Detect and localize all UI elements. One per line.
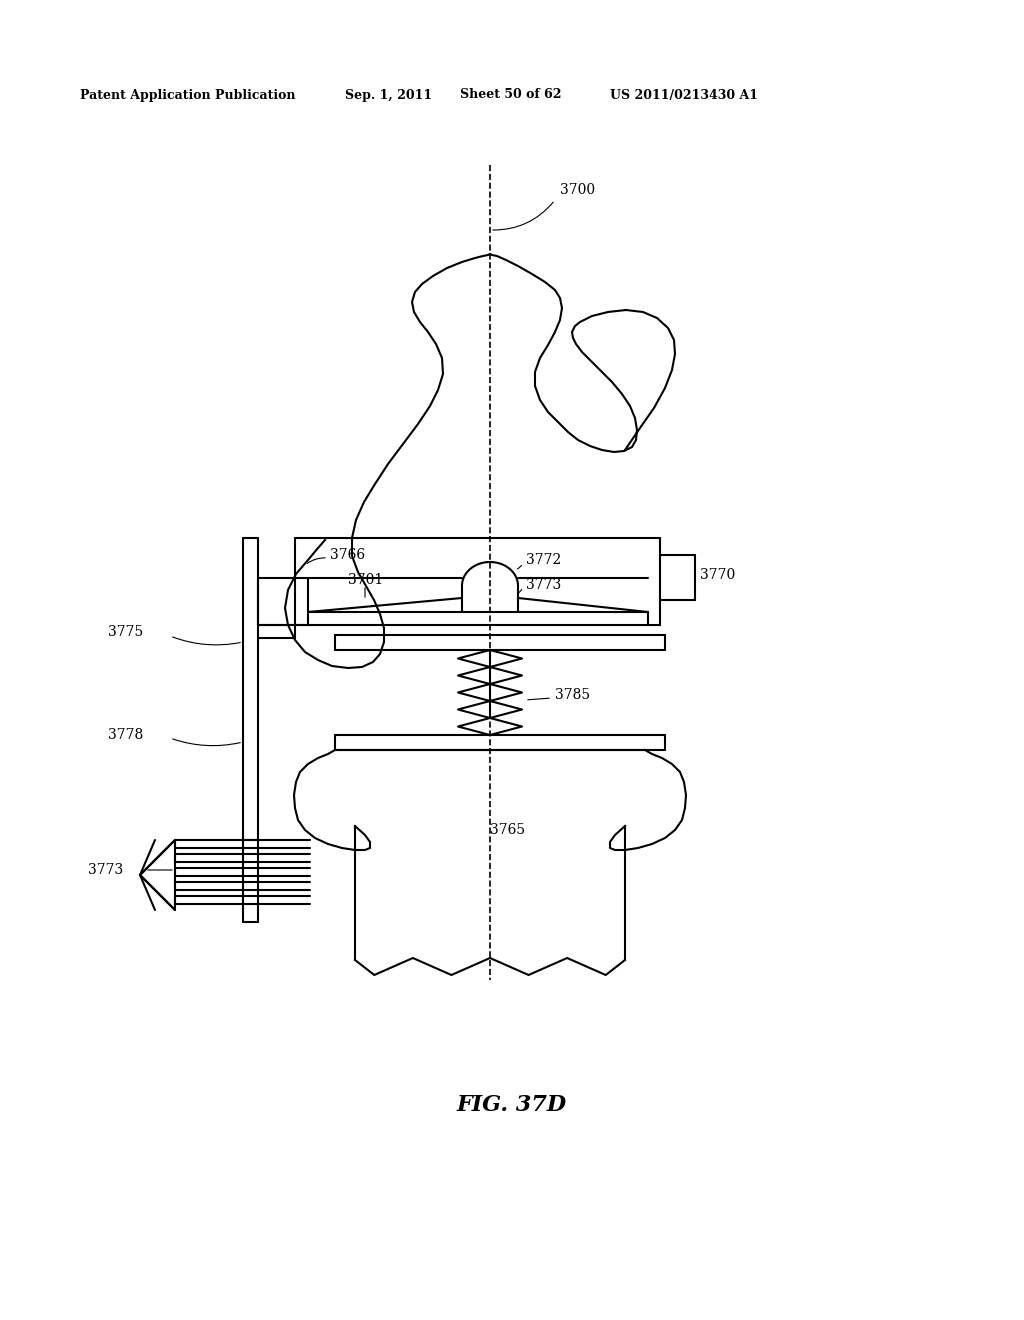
Text: 3766: 3766 [330, 548, 366, 562]
Text: Patent Application Publication: Patent Application Publication [80, 88, 296, 102]
Text: 3700: 3700 [560, 183, 595, 197]
Text: 3785: 3785 [555, 688, 590, 702]
Text: 3778: 3778 [108, 729, 143, 742]
Text: 3765: 3765 [490, 822, 525, 837]
Text: 3701: 3701 [348, 573, 383, 587]
Text: 3770: 3770 [700, 568, 735, 582]
Text: Sep. 1, 2011: Sep. 1, 2011 [345, 88, 432, 102]
Text: FIG. 37D: FIG. 37D [457, 1094, 567, 1115]
Text: Sheet 50 of 62: Sheet 50 of 62 [460, 88, 561, 102]
Text: 3773: 3773 [526, 578, 561, 591]
Text: 3772: 3772 [526, 553, 561, 568]
Text: 3773: 3773 [88, 863, 123, 876]
Text: US 2011/0213430 A1: US 2011/0213430 A1 [610, 88, 758, 102]
Text: 3775: 3775 [108, 624, 143, 639]
